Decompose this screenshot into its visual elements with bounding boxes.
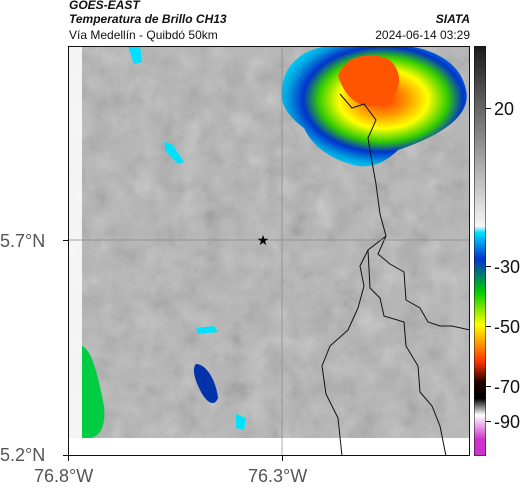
satellite-title: GOES-EAST	[69, 0, 140, 12]
y-tick-mark	[63, 455, 68, 456]
y-tick-label: 5.2°N	[0, 445, 46, 465]
colorbar-tick-mark	[486, 421, 491, 422]
map-frame	[68, 46, 470, 456]
colorbar-tick-mark	[486, 386, 491, 387]
admin-boundary-2	[321, 235, 387, 456]
x-tick-mark	[68, 456, 69, 461]
colorbar-tick-label: 20	[494, 99, 515, 119]
cold-cloud-top	[338, 55, 400, 107]
y-tick-mark	[63, 240, 68, 241]
colorbar-tick-label: -50	[494, 317, 521, 337]
colorbar-tick-mark	[486, 108, 491, 109]
colorbar	[474, 46, 486, 456]
org-label: SIATA	[435, 12, 470, 26]
colorbar-tick-mark	[486, 326, 491, 327]
x-tick-mark	[282, 456, 283, 461]
left-edge-strip	[68, 46, 82, 438]
colorbar-tick-label: -30	[494, 257, 521, 277]
lower-blank-area	[68, 438, 470, 456]
cloud-fragment-3	[196, 326, 218, 334]
admin-boundary-3	[367, 249, 447, 456]
cloud-fragment-2	[128, 46, 142, 64]
cloud-fragment-5	[82, 346, 105, 438]
cloud-fragment-1	[164, 142, 184, 164]
location-label: Vía Medellín - Quibdó 50km	[69, 28, 218, 42]
y-tick-label: 5.7°N	[0, 231, 46, 251]
cloud-fragment-6	[236, 414, 246, 430]
x-tick-label: 76.8°W	[34, 466, 94, 486]
x-tick-label: 76.3°W	[248, 466, 308, 486]
cloud-fragment-4	[193, 364, 218, 404]
colorbar-tick-label: -90	[494, 412, 521, 432]
timestamp-label: 2024-06-14 03:29	[375, 28, 470, 42]
product-title: Temperatura de Brillo CH13	[69, 12, 227, 26]
admin-boundary-1	[339, 93, 470, 331]
colorbar-tick-label: -70	[494, 377, 521, 397]
brightness-temperature-map: ★	[68, 46, 470, 456]
colorbar-tick-mark	[486, 266, 491, 267]
star-icon: ★	[257, 232, 270, 248]
